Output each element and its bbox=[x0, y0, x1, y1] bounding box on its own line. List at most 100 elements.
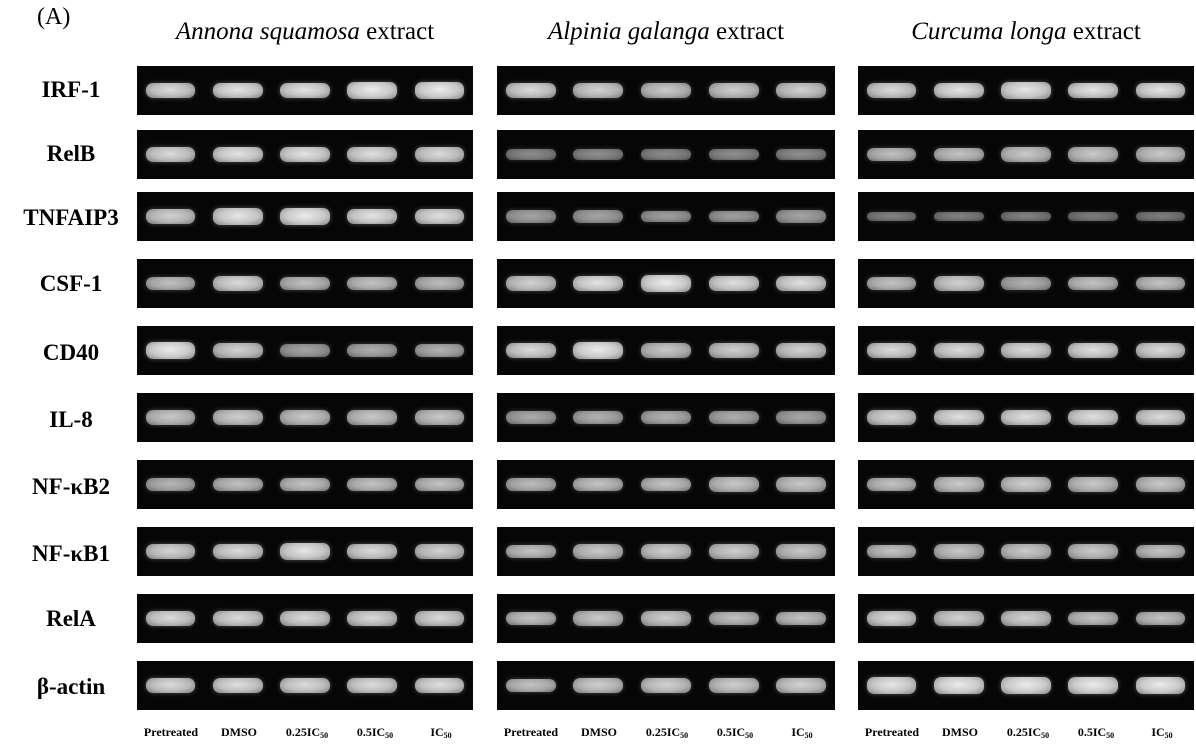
gel-band bbox=[867, 677, 917, 693]
lane-label-base: 0.25IC bbox=[646, 725, 680, 739]
gel-strip-curcuma-tnfaip3 bbox=[858, 192, 1194, 241]
gel-strip-annona-csf1 bbox=[137, 259, 473, 308]
gel-band bbox=[641, 83, 691, 97]
lane-label-025ic50: 0.25IC50 bbox=[633, 725, 701, 741]
gel-band bbox=[280, 611, 330, 626]
gel-band bbox=[709, 612, 759, 626]
panel-title-suffix: extract bbox=[1067, 18, 1141, 45]
gel-band bbox=[776, 678, 826, 693]
gel-band bbox=[934, 477, 984, 491]
gel-strip-alpinia-tnfaip3 bbox=[497, 192, 835, 241]
lane-label-sub: 50 bbox=[320, 731, 328, 740]
lane-label-sub: 50 bbox=[745, 731, 753, 740]
gel-band bbox=[1001, 477, 1051, 492]
gel-band bbox=[1001, 82, 1051, 98]
gel-band bbox=[1068, 277, 1118, 291]
lane-label-05ic50: 0.5IC50 bbox=[701, 725, 769, 741]
gel-band bbox=[347, 544, 397, 559]
lane-label-base: IC bbox=[430, 725, 443, 739]
gel-band bbox=[506, 83, 556, 98]
gel-band bbox=[709, 83, 759, 98]
gel-band bbox=[867, 277, 917, 291]
gel-strip-annona-nfkb2 bbox=[137, 460, 473, 509]
gel-band bbox=[347, 82, 397, 98]
panel-title-curcuma: Curcuma longa extract bbox=[858, 18, 1194, 50]
panel-title-annona: Annona squamosa extract bbox=[137, 18, 473, 50]
gel-band bbox=[146, 678, 196, 693]
gel-band bbox=[415, 611, 465, 626]
gene-label-irf1: IRF-1 bbox=[6, 74, 136, 106]
lane-label-pretreated: Pretreated bbox=[858, 725, 926, 741]
panel-label: (A) bbox=[37, 4, 70, 31]
gel-band bbox=[709, 411, 759, 424]
gel-band bbox=[1136, 277, 1186, 291]
gene-label-tnfaip3: TNFAIP3 bbox=[6, 202, 136, 234]
gel-band bbox=[573, 678, 623, 693]
lane-label-pretreated: Pretreated bbox=[497, 725, 565, 741]
gel-band bbox=[776, 612, 826, 626]
lane-label-dmso: DMSO bbox=[565, 725, 633, 741]
gel-strip-alpinia-cd40 bbox=[497, 326, 835, 375]
gel-band bbox=[213, 678, 263, 694]
panel-species-name: Alpinia galanga bbox=[548, 18, 710, 45]
lane-label-sub: 50 bbox=[444, 731, 452, 740]
gel-band bbox=[1136, 212, 1186, 222]
lane-label-sub: 50 bbox=[680, 731, 688, 740]
gel-band bbox=[506, 149, 556, 159]
gel-band bbox=[415, 277, 465, 290]
gel-band bbox=[573, 210, 623, 222]
panel-species-name: Annona squamosa bbox=[176, 18, 360, 45]
gel-band bbox=[1068, 612, 1118, 626]
gel-band bbox=[213, 147, 263, 163]
gel-band bbox=[1136, 477, 1186, 491]
gel-band bbox=[1068, 410, 1118, 426]
gel-band bbox=[506, 343, 556, 358]
gel-band bbox=[415, 410, 465, 424]
gel-band bbox=[1068, 477, 1118, 491]
gene-label-cd40: CD40 bbox=[6, 337, 136, 369]
gel-band bbox=[415, 678, 465, 694]
gel-strip-curcuma-nfkb2 bbox=[858, 460, 1194, 509]
lane-label-05ic50: 0.5IC50 bbox=[1062, 725, 1130, 741]
gel-band bbox=[506, 478, 556, 491]
gel-band bbox=[709, 211, 759, 223]
gel-band bbox=[213, 83, 263, 99]
gel-band bbox=[641, 678, 691, 693]
gel-band bbox=[415, 544, 465, 559]
gel-band bbox=[347, 410, 397, 424]
gel-band bbox=[776, 343, 826, 358]
gene-label-nfkb1: NF-κB1 bbox=[6, 538, 136, 570]
gel-band bbox=[213, 544, 263, 559]
gel-band bbox=[347, 678, 397, 693]
lane-label-ic50: IC50 bbox=[769, 725, 835, 741]
gel-band bbox=[641, 149, 691, 159]
gel-band bbox=[1068, 147, 1118, 161]
panel-title-alpinia: Alpinia galanga extract bbox=[497, 18, 835, 50]
gel-band bbox=[347, 344, 397, 357]
gel-band bbox=[1001, 611, 1051, 626]
gel-strip-curcuma-cd40 bbox=[858, 326, 1194, 375]
gel-strip-annona-beta-actin bbox=[137, 661, 473, 710]
gel-band bbox=[506, 545, 556, 559]
lane-label-base: 0.25IC bbox=[1007, 725, 1041, 739]
lane-label-sub: 50 bbox=[1106, 731, 1114, 740]
lane-label-base: Pretreated bbox=[144, 725, 198, 739]
gel-strip-curcuma-il8 bbox=[858, 393, 1194, 442]
gel-band bbox=[934, 677, 984, 693]
gel-band bbox=[506, 210, 556, 222]
gel-band bbox=[280, 208, 330, 224]
gel-band bbox=[146, 544, 196, 559]
lane-label-base: DMSO bbox=[581, 725, 617, 739]
lane-label-ic50: IC50 bbox=[409, 725, 473, 741]
gel-band bbox=[1136, 410, 1186, 425]
lane-label-base: Pretreated bbox=[865, 725, 919, 739]
gene-label-nfkb2: NF-κB2 bbox=[6, 471, 136, 503]
gel-band bbox=[280, 344, 330, 356]
lane-label-dmso: DMSO bbox=[205, 725, 273, 741]
gel-band bbox=[573, 611, 623, 625]
gel-strip-curcuma-rela bbox=[858, 594, 1194, 643]
gel-band bbox=[641, 411, 691, 424]
gel-band bbox=[1001, 544, 1051, 558]
gel-band bbox=[867, 545, 917, 559]
gel-band bbox=[1136, 545, 1186, 559]
